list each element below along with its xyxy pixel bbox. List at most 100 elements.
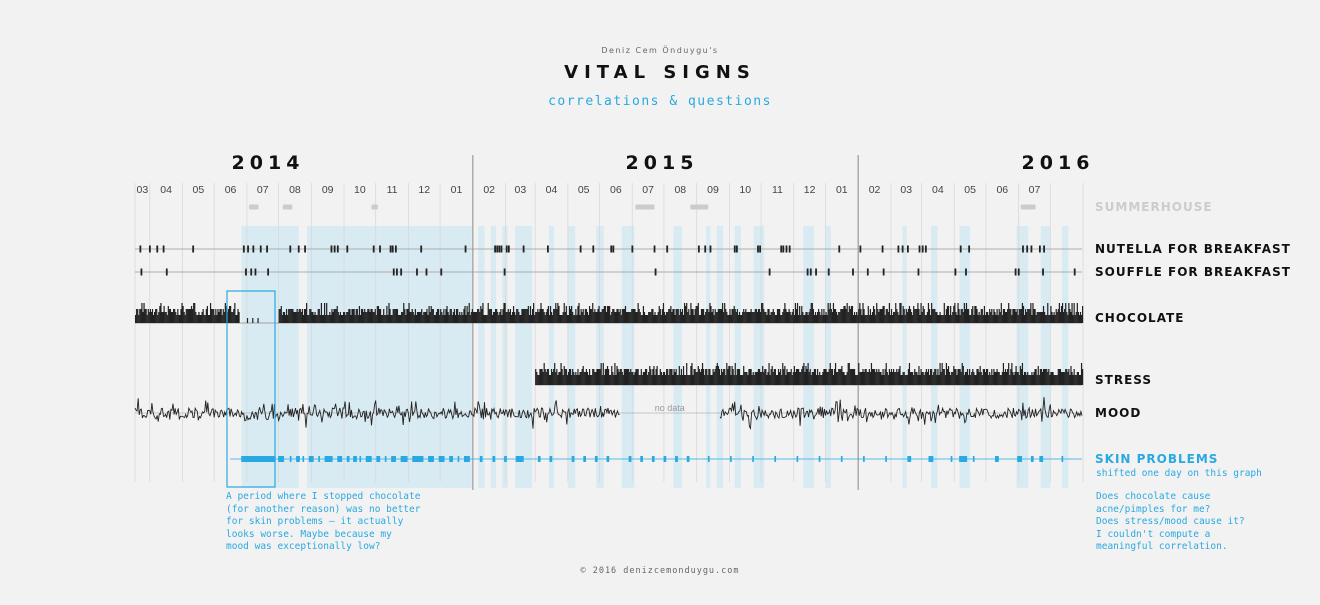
- daily-bar: [694, 369, 696, 385]
- daily-bar: [550, 312, 553, 323]
- daily-bar: [582, 309, 584, 323]
- daily-bar: [902, 372, 904, 385]
- daily-bar: [979, 366, 981, 385]
- daily-bar: [417, 312, 420, 323]
- daily-bar: [815, 315, 818, 323]
- daily-bar: [612, 372, 614, 385]
- daily-bar: [527, 306, 529, 323]
- skin-problem-mark: [329, 456, 332, 462]
- skin-problem-mark: [961, 456, 963, 462]
- highlight-band: [706, 226, 711, 488]
- daily-bar: [352, 309, 354, 323]
- daily-bar: [339, 312, 342, 323]
- daily-bar: [436, 309, 439, 323]
- daily-bar: [173, 309, 175, 323]
- event-tick: [392, 268, 395, 276]
- daily-bar: [704, 315, 706, 323]
- daily-bar: [808, 372, 810, 385]
- daily-bar: [519, 315, 521, 323]
- daily-bar: [422, 315, 424, 323]
- month-label: 01: [451, 184, 463, 196]
- highlight-band: [825, 226, 831, 488]
- year-label: 2015: [626, 152, 699, 174]
- event-tick: [336, 245, 339, 253]
- daily-bar: [657, 312, 659, 323]
- event-tick: [304, 245, 306, 253]
- daily-bar: [963, 303, 965, 323]
- daily-bar: [203, 315, 205, 323]
- daily-bar: [398, 315, 401, 323]
- daily-bar: [845, 375, 847, 385]
- daily-bar: [917, 303, 919, 323]
- daily-bar: [537, 375, 539, 385]
- series-mood: no data: [134, 397, 1083, 431]
- daily-bar: [338, 315, 340, 323]
- daily-bar: [754, 372, 756, 385]
- daily-bar: [845, 309, 847, 323]
- daily-bar: [325, 315, 327, 323]
- daily-bar: [355, 309, 357, 323]
- daily-bar: [744, 312, 746, 323]
- daily-bar: [738, 312, 741, 323]
- daily-bar: [617, 309, 619, 323]
- daily-bar: [619, 369, 621, 385]
- daily-bar: [935, 369, 937, 385]
- month-label: 05: [964, 184, 976, 196]
- daily-bar: [539, 369, 541, 385]
- daily-bar: [1023, 372, 1026, 385]
- daily-bar: [724, 369, 726, 385]
- daily-bar: [591, 375, 593, 385]
- daily-bar: [559, 315, 561, 323]
- summerhouse-period: [249, 204, 259, 210]
- daily-bar: [739, 375, 742, 385]
- daily-bar: [735, 312, 737, 323]
- summerhouse-period: [371, 204, 378, 210]
- daily-bar: [746, 372, 748, 385]
- daily-bar: [623, 369, 626, 385]
- daily-bar: [881, 375, 883, 385]
- daily-bar: [789, 372, 791, 385]
- daily-bar: [424, 312, 426, 323]
- daily-bar: [231, 312, 233, 323]
- daily-bar: [839, 312, 841, 323]
- daily-bar: [429, 312, 431, 323]
- daily-bar: [715, 312, 717, 323]
- daily-bar: [230, 306, 232, 323]
- skin-problem-mark: [521, 456, 523, 462]
- daily-bar: [1033, 309, 1035, 323]
- event-tick: [968, 245, 971, 253]
- daily-bar: [907, 369, 910, 385]
- daily-bar: [486, 315, 488, 323]
- daily-bar: [752, 372, 754, 385]
- daily-bar: [479, 312, 481, 323]
- daily-bar: [624, 306, 627, 323]
- daily-bar: [878, 312, 880, 323]
- daily-bar: [610, 315, 612, 323]
- daily-bar: [640, 369, 642, 385]
- daily-bar: [912, 372, 914, 385]
- daily-bar: [217, 309, 219, 323]
- daily-bar: [1021, 363, 1024, 385]
- daily-bar: [565, 369, 567, 385]
- daily-bar: [790, 369, 792, 385]
- daily-bar: [663, 312, 666, 323]
- series-chocolate: [135, 303, 1084, 324]
- daily-bar: [908, 363, 911, 385]
- daily-bar: [427, 315, 429, 323]
- daily-bar: [482, 303, 484, 323]
- daily-bar: [739, 315, 742, 323]
- daily-bar: [358, 306, 361, 323]
- daily-bar: [789, 312, 791, 323]
- daily-bar: [611, 366, 613, 385]
- daily-bar: [872, 369, 875, 385]
- highlight-band: [515, 226, 532, 488]
- highlight-band: [490, 226, 497, 488]
- skin-problem-mark: [930, 456, 933, 462]
- daily-bar: [872, 306, 875, 323]
- daily-bar: [481, 309, 483, 323]
- daily-bar: [441, 312, 443, 323]
- daily-bar: [758, 369, 761, 385]
- skin-problem-mark: [537, 456, 540, 462]
- daily-bar: [720, 369, 723, 385]
- highlight-band: [307, 226, 472, 488]
